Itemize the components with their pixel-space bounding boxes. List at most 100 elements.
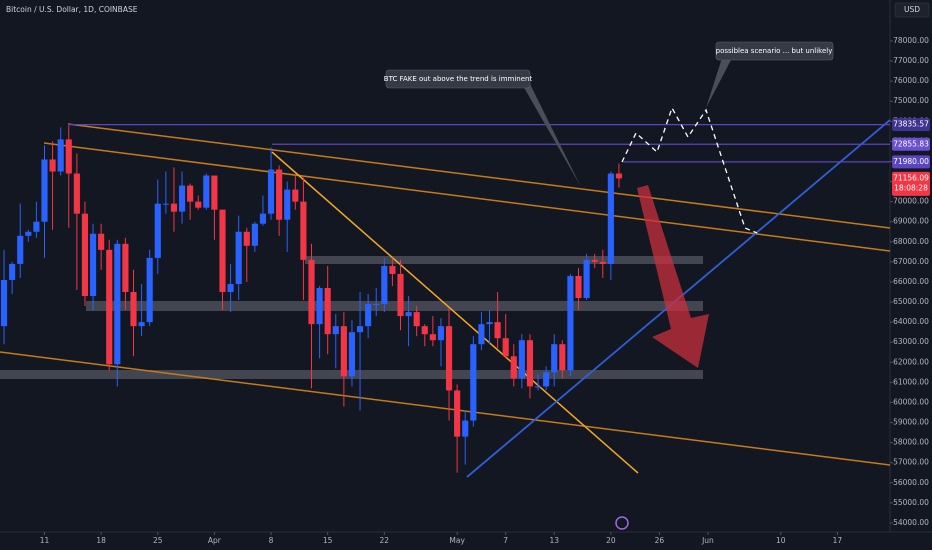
candle-body (130, 292, 137, 327)
candle-body (607, 173, 614, 264)
candle-body (195, 201, 202, 208)
candle-body (162, 203, 169, 205)
candle-body (146, 257, 153, 323)
y-tick-label: 78000.00 (893, 36, 929, 45)
candle-body (615, 173, 623, 179)
candle-body (413, 312, 420, 327)
candle-body (49, 159, 56, 172)
candle-body (381, 265, 388, 305)
candle-body (332, 326, 339, 335)
candle-body (591, 259, 598, 262)
candle-body (559, 344, 566, 371)
y-tick-label: 68000.00 (893, 237, 929, 246)
x-tick-label: 13 (549, 536, 559, 545)
x-tick-label: 11 (40, 536, 50, 545)
candle-body (89, 233, 97, 297)
callout-pointer (706, 58, 732, 108)
candle-body (17, 235, 24, 264)
y-tick-label: 57000.00 (893, 458, 929, 467)
candle-body (526, 340, 534, 387)
candle-body (267, 169, 275, 214)
y-tick-label: 60000.00 (893, 397, 929, 406)
callout-box (385, 69, 531, 89)
candle-body (235, 231, 242, 284)
candle-body (348, 332, 356, 377)
candle-body (211, 175, 218, 210)
candle-body (462, 420, 469, 437)
candle-body (65, 139, 72, 174)
trend-line (43, 142, 891, 252)
x-tick-label: Apr (208, 536, 222, 545)
candle-body (138, 322, 145, 327)
x-tick-label: 17 (833, 536, 843, 545)
scenario-path (621, 106, 758, 234)
candle-body (543, 372, 550, 387)
x-tick-label: 22 (380, 536, 390, 545)
candle-body (25, 231, 32, 236)
candle-body (502, 338, 509, 357)
y-tick-label: 55000.00 (893, 498, 929, 507)
candle-body (445, 326, 453, 391)
candle-body (170, 203, 178, 212)
x-tick-label: 26 (655, 536, 665, 545)
candle-body (154, 203, 161, 258)
trend-lines (0, 119, 891, 478)
trend-line (271, 151, 639, 474)
y-tick-label: 70000.00 (893, 197, 929, 206)
trend-line (67, 123, 891, 229)
annotation: possiblea scenario ... but unlikely (716, 47, 833, 55)
annotation: BTC FAKE out above the trend is imminent (384, 75, 533, 83)
candle-body (316, 287, 323, 325)
candle-body (567, 275, 574, 371)
price-label-box (892, 137, 930, 151)
price-label: 72855.83 (893, 139, 929, 148)
candle-body (389, 265, 396, 274)
candle-body (203, 175, 210, 208)
candle-body (429, 334, 436, 341)
y-tick-label: 54000.00 (893, 518, 929, 527)
candle-body (33, 221, 40, 232)
candle-body (551, 344, 558, 373)
levels (68, 124, 890, 163)
candle-body (106, 249, 113, 365)
y-tick-label: 59000.00 (893, 418, 929, 427)
x-tick-label: 10 (776, 536, 786, 545)
down-arrow (637, 185, 709, 368)
candles (0, 125, 623, 473)
candle-body (470, 344, 477, 421)
y-tick-label: 63000.00 (893, 337, 929, 346)
candle-body (373, 304, 380, 306)
candle-body (478, 324, 485, 345)
y-tick-label: 62000.00 (893, 357, 929, 366)
countdown: 18:08:28 (894, 183, 928, 192)
candle-body (575, 275, 582, 299)
x-tick-label: May (449, 536, 465, 545)
candle-body (518, 340, 525, 379)
candle-body (356, 326, 364, 333)
x-tick-label: 15 (323, 536, 333, 545)
x-tick-label: 8 (269, 536, 274, 545)
candle-body (510, 356, 517, 379)
price-label-box (892, 155, 930, 169)
price-label: 73835.57 (893, 120, 929, 129)
price-label: 71980.00 (893, 157, 929, 166)
y-tick-label: 75000.00 (893, 96, 929, 105)
candle-body (9, 263, 16, 280)
candle-body (114, 243, 121, 365)
x-tick-label: 7 (503, 536, 508, 545)
candle-body (227, 283, 234, 293)
currency: USD (904, 5, 920, 14)
candle-body (284, 189, 291, 220)
candle-body (324, 287, 331, 335)
candle-body (276, 169, 283, 220)
candle-body (178, 185, 186, 212)
candle-body (259, 213, 267, 224)
callout-box (715, 41, 834, 61)
candle-body (300, 201, 307, 260)
candle-body (41, 159, 48, 222)
candle-body (73, 173, 80, 214)
candle-body (421, 326, 428, 335)
candle-body (243, 231, 250, 246)
